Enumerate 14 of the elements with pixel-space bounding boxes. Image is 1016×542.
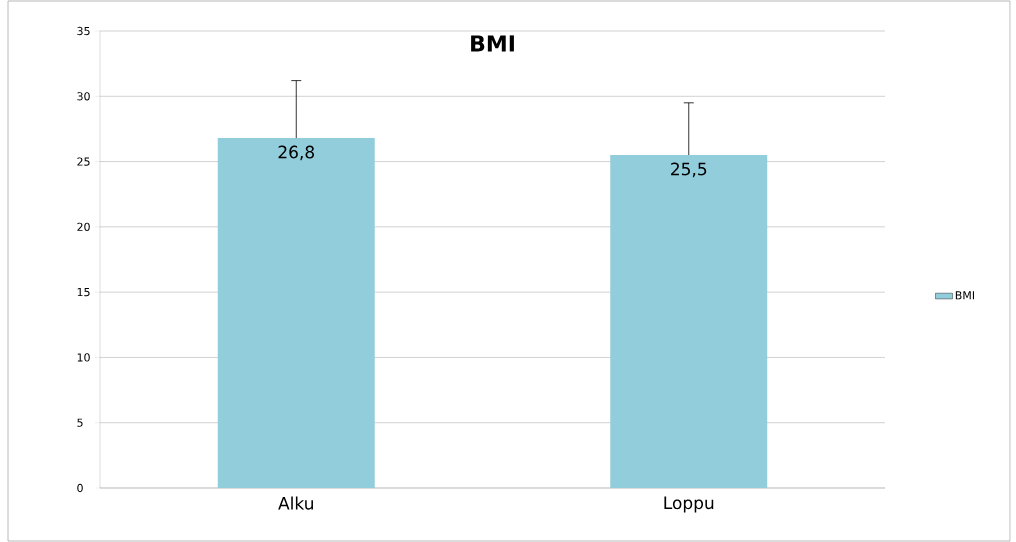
y-tick-label: 35	[77, 26, 90, 36]
y-tick-label: 0	[77, 483, 83, 493]
chart-title: BMI	[471, 35, 514, 52]
y-tick-label: 20	[77, 222, 90, 232]
y-tick-label: 10	[77, 353, 90, 362]
legend-label: BMI	[955, 291, 974, 300]
y-tick-label: 5	[77, 418, 83, 427]
y-tick-label: 15	[77, 288, 90, 297]
x-tick-label: Loppu	[664, 496, 714, 513]
x-tick-label: Alku	[278, 496, 313, 510]
y-tick-label: 25	[77, 157, 90, 166]
data-label: 25,5	[671, 162, 707, 178]
y-tick-label: 30	[77, 92, 90, 101]
data-label: 26,8	[278, 145, 315, 161]
